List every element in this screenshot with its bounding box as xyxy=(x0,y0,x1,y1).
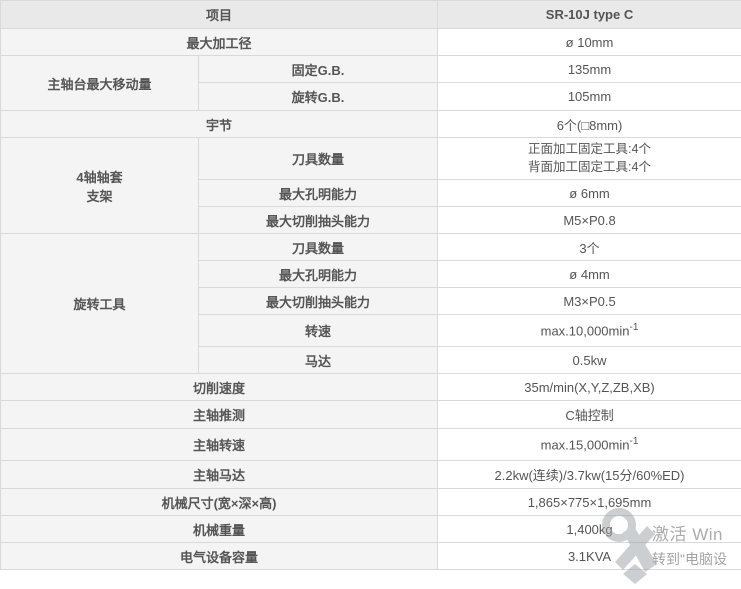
row-value: 135mm xyxy=(438,56,741,83)
table-header-row: 项目 SR-10J type C xyxy=(1,1,741,29)
row-label: 切削速度 xyxy=(1,374,438,401)
value-base: max.15,000min xyxy=(541,438,630,453)
row-label: 最大加工径 xyxy=(1,29,438,56)
row-sublabel: 最大孔明能力 xyxy=(199,261,438,288)
table-row: 宇节 6个(□8mm) xyxy=(1,111,741,138)
row-value: 105mm xyxy=(438,83,741,111)
table-row: 主轴转速 max.15,000min-1 xyxy=(1,429,741,461)
table-row: 切削速度 35m/min(X,Y,Z,ZB,XB) xyxy=(1,374,741,401)
row-value: 1,865×775×1,695mm xyxy=(438,489,741,516)
value-sup: -1 xyxy=(630,436,639,447)
row-sublabel: 转速 xyxy=(199,315,438,347)
watermark-line1: 激活 Win xyxy=(652,520,727,545)
row-sublabel: 刀具数量 xyxy=(199,234,438,261)
row-label: 主轴马达 xyxy=(1,461,438,489)
row-label: 机械尺寸(宽×深×高) xyxy=(1,489,438,516)
value-base: max.10,000min xyxy=(541,324,630,339)
row-value: max.10,000min-1 xyxy=(438,315,741,347)
row-sublabel: 最大切削抽头能力 xyxy=(199,288,438,315)
row-label: 机械重量 xyxy=(1,516,438,543)
row-value: max.15,000min-1 xyxy=(438,429,741,461)
row-label: 电气设备容量 xyxy=(1,543,438,570)
header-model: SR-10J type C xyxy=(438,1,741,29)
row-label: 宇节 xyxy=(1,111,438,138)
section-label: 旋转工具 xyxy=(1,234,199,374)
row-label: 主轴推测 xyxy=(1,401,438,429)
table-row: 最大加工径 ø 10mm xyxy=(1,29,741,56)
section-label: 主轴台最大移动量 xyxy=(1,56,199,111)
row-value: C轴控制 xyxy=(438,401,741,429)
row-sublabel: 固定G.B. xyxy=(199,56,438,83)
row-value: ø 10mm xyxy=(438,29,741,56)
activate-windows-watermark: 激活 Win 转到"电脑设 xyxy=(652,520,727,569)
watermark-line2: 转到"电脑设 xyxy=(652,549,727,569)
value-sup: -1 xyxy=(630,322,639,333)
row-value: ø 4mm xyxy=(438,261,741,288)
table-row: 主轴推测 C轴控制 xyxy=(1,401,741,429)
row-label: 主轴转速 xyxy=(1,429,438,461)
value-line: 正面加工固定工具:4个 xyxy=(442,141,737,159)
value-line: 背面加工固定工具:4个 xyxy=(442,159,737,177)
table-row: 主轴台最大移动量 固定G.B. 135mm xyxy=(1,56,741,83)
row-value: ø 6mm xyxy=(438,180,741,207)
section-label-line: 支架 xyxy=(5,186,194,205)
row-sublabel: 刀具数量 xyxy=(199,138,438,180)
row-sublabel: 旋转G.B. xyxy=(199,83,438,111)
table-row: 旋转工具 刀具数量 3个 xyxy=(1,234,741,261)
row-sublabel: 马达 xyxy=(199,347,438,374)
spec-table: 项目 SR-10J type C 最大加工径 ø 10mm 主轴台最大移动量 固… xyxy=(0,0,741,570)
row-value: M3×P0.5 xyxy=(438,288,741,315)
row-value: 3个 xyxy=(438,234,741,261)
table-row: 主轴马达 2.2kw(连续)/3.7kw(15分/60%ED) xyxy=(1,461,741,489)
row-value: 0.5kw xyxy=(438,347,741,374)
row-value: 2.2kw(连续)/3.7kw(15分/60%ED) xyxy=(438,461,741,489)
row-sublabel: 最大切削抽头能力 xyxy=(199,207,438,234)
row-value: 6个(□8mm) xyxy=(438,111,741,138)
row-value: 35m/min(X,Y,Z,ZB,XB) xyxy=(438,374,741,401)
row-value: M5×P0.8 xyxy=(438,207,741,234)
row-sublabel: 最大孔明能力 xyxy=(199,180,438,207)
row-value: 正面加工固定工具:4个 背面加工固定工具:4个 xyxy=(438,138,741,180)
section-label-line: 4轴轴套 xyxy=(5,167,194,186)
section-label: 4轴轴套 支架 xyxy=(1,138,199,234)
table-row: 4轴轴套 支架 刀具数量 正面加工固定工具:4个 背面加工固定工具:4个 xyxy=(1,138,741,180)
header-item: 项目 xyxy=(1,1,438,29)
